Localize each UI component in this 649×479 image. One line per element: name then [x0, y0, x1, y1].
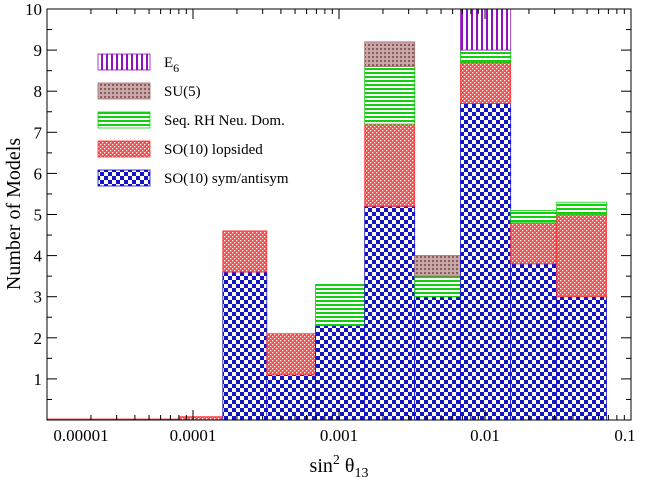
- y-tick-label: 8: [34, 82, 43, 101]
- legend-swatch-su5: [97, 82, 151, 100]
- legend: E6 SU(5) Seq. RH Neu. Dom. SO(10) lopsided S…: [97, 53, 289, 187]
- bar-lop-bin-9: [556, 214, 607, 298]
- x-tick-label: 0.001: [320, 426, 358, 445]
- bar-lop-bin-8: [510, 222, 558, 265]
- x-tick-label: 0.1: [614, 426, 635, 445]
- histogram-bars: [46, 8, 607, 421]
- legend-label-e6: E6: [164, 55, 179, 75]
- y-tick-label: 6: [34, 164, 43, 183]
- bar-lop-bin-5: [364, 123, 416, 207]
- y-tick-label: 1: [34, 370, 43, 389]
- bar-seq-bin-8: [510, 209, 558, 224]
- y-tick-label: 9: [34, 41, 43, 60]
- y-tick-label: 2: [34, 329, 43, 348]
- legend-label-sym: SO(10) sym/antisym: [164, 171, 289, 187]
- bar-sym-bin-8: [510, 263, 558, 421]
- x-axis-label: sin2 θ13: [310, 453, 369, 479]
- x-tick-label: 0.00001: [53, 426, 108, 445]
- bar-seq-bin-4: [315, 283, 366, 326]
- bar-lop-bin-2: [222, 230, 268, 273]
- legend-swatch-lop: [97, 140, 151, 158]
- bar-seq-bin-7: [460, 49, 512, 63]
- bar-sym-bin-7: [460, 103, 512, 421]
- legend-label-lop: SO(10) lopsided: [164, 142, 263, 158]
- y-tick-label: 4: [34, 247, 43, 266]
- bar-su5-bin-5: [364, 41, 416, 68]
- x-axis-tick-labels: 0.00001 0.0001 0.001 0.01 0.1: [53, 426, 635, 445]
- bar-sym-bin-2: [222, 271, 268, 421]
- x-tick-label: 0.0001: [170, 426, 217, 445]
- bar-lop-bin-3: [266, 333, 316, 376]
- x-tick-label: 0.01: [470, 426, 500, 445]
- x-axis-ticks: [46, 9, 625, 420]
- y-axis-tick-labels: 1 2 3 4 5 6 7 8 9 10: [25, 0, 43, 389]
- legend-swatch-e6: [97, 53, 151, 71]
- bar-sym-bin-3: [266, 374, 316, 421]
- bar-seq-bin-6: [414, 275, 461, 298]
- bar-sym-bin-9: [556, 296, 607, 421]
- bar-seq-bin-5: [364, 66, 416, 125]
- y-tick-label: 5: [34, 206, 43, 225]
- y-axis-ticks: [47, 8, 631, 421]
- bar-sym-bin-4: [315, 325, 366, 421]
- legend-label-su5: SU(5): [164, 84, 201, 100]
- bar-lop-bin-7: [460, 62, 512, 104]
- bar-e6-bin-7: [460, 8, 512, 51]
- bar-su5-bin-6: [414, 255, 461, 277]
- y-axis-label: Number of Models: [3, 138, 25, 290]
- bar-seq-bin-9: [556, 201, 607, 215]
- legend-swatch-sym: [97, 169, 151, 187]
- legend-label-seq: Seq. RH Neu. Dom.: [164, 113, 285, 129]
- y-tick-label: 7: [34, 123, 43, 142]
- legend-swatch-seq: [97, 111, 151, 129]
- bar-sym-bin-6: [414, 296, 461, 421]
- y-tick-label: 10: [25, 0, 42, 19]
- bar-sym-bin-5: [364, 205, 416, 421]
- y-tick-label: 3: [34, 288, 43, 307]
